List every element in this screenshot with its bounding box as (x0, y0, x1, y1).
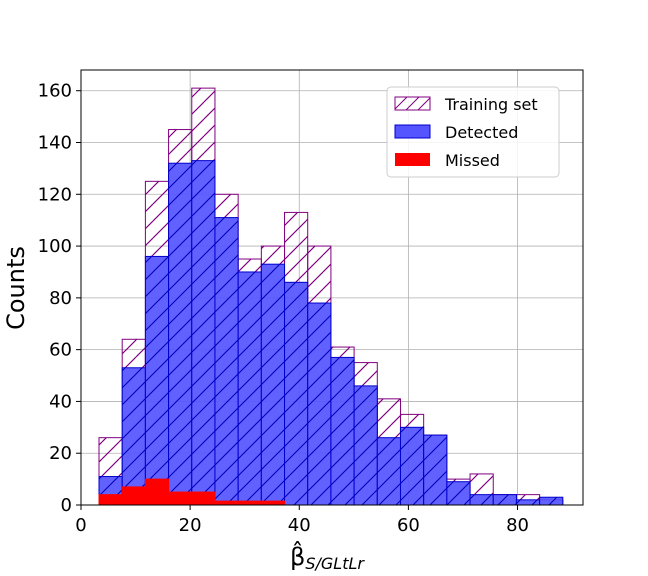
detected-bar-hatch-17 (493, 494, 517, 505)
legend-swatch-missed (395, 153, 430, 166)
y-axis-ticks: 0 20 40 60 80 100 120 140 160 (38, 81, 81, 516)
detected-bar-hatch-19 (539, 497, 563, 505)
detected-bar-hatch-8 (284, 282, 308, 505)
missed-bars (98, 478, 286, 505)
missed-bar-0 (98, 494, 123, 505)
missed-bar-6 (237, 500, 262, 505)
detected-bar-hatch-2 (145, 256, 169, 505)
x-axis-ticks: 0 20 40 60 80 (75, 505, 529, 536)
x-tick-label-4: 80 (506, 515, 529, 536)
legend-swatch-detected (394, 124, 431, 139)
x-tick-label-0: 0 (75, 515, 86, 536)
y-tick-label-5: 100 (38, 236, 72, 257)
detected-bar-hatch-4 (191, 160, 215, 505)
detected-bar-hatch-1 (122, 367, 146, 505)
y-tick-label-2: 40 (49, 391, 72, 412)
missed-bar-4 (191, 491, 216, 505)
detected-bars (98, 160, 564, 505)
detected-bar-hatch-3 (168, 163, 192, 505)
y-axis-label: Counts (2, 246, 30, 330)
detected-bar-hatch-6 (238, 271, 262, 505)
x-axis-label: β̂S/GLtLr (290, 541, 365, 573)
x-axis-label-symbol: β̂ (290, 541, 305, 571)
detected-bar-hatch-15 (446, 481, 471, 505)
missed-bar-5 (214, 500, 239, 505)
legend-label-missed: Missed (445, 151, 500, 170)
y-tick-label-6: 120 (38, 184, 72, 205)
detected-bar-hatch-5 (214, 217, 239, 505)
detected-bar-hatch-18 (516, 499, 540, 505)
plot-frame (80, 69, 584, 506)
missed-bar-1 (121, 486, 146, 505)
detected-bar-hatch-14 (423, 435, 447, 505)
detected-bar-hatch-11 (354, 385, 378, 505)
detected-bar-hatch-12 (377, 437, 401, 505)
legend-label-detected: Detected (445, 123, 518, 142)
x-tick-label-3: 60 (397, 515, 420, 536)
detected-bar-hatch-10 (330, 357, 355, 505)
detected-bar-hatch-9 (307, 303, 331, 505)
y-tick-label-1: 20 (49, 443, 72, 464)
y-tick-label-7: 140 (38, 133, 72, 154)
y-tick-label-3: 60 (49, 340, 72, 361)
y-tick-label-8: 160 (38, 81, 72, 102)
missed-bar-3 (168, 491, 193, 505)
legend-label-training-set: Training set (444, 95, 538, 114)
legend: Training set Detected Missed (386, 86, 560, 178)
y-tick-label-0: 0 (61, 495, 72, 516)
detected-bar-hatch-7 (261, 264, 285, 505)
x-axis-label-subscript: S/GLtLr (305, 554, 365, 573)
missed-bar-7 (260, 500, 286, 505)
legend-swatch-training-set (394, 96, 431, 111)
detected-bar-hatch-16 (470, 494, 494, 505)
x-tick-label-2: 40 (288, 515, 311, 536)
missed-bar-2 (144, 478, 170, 505)
x-tick-label-1: 20 (179, 515, 202, 536)
y-tick-label-4: 80 (49, 288, 72, 309)
detected-bar-hatch-13 (400, 427, 424, 505)
